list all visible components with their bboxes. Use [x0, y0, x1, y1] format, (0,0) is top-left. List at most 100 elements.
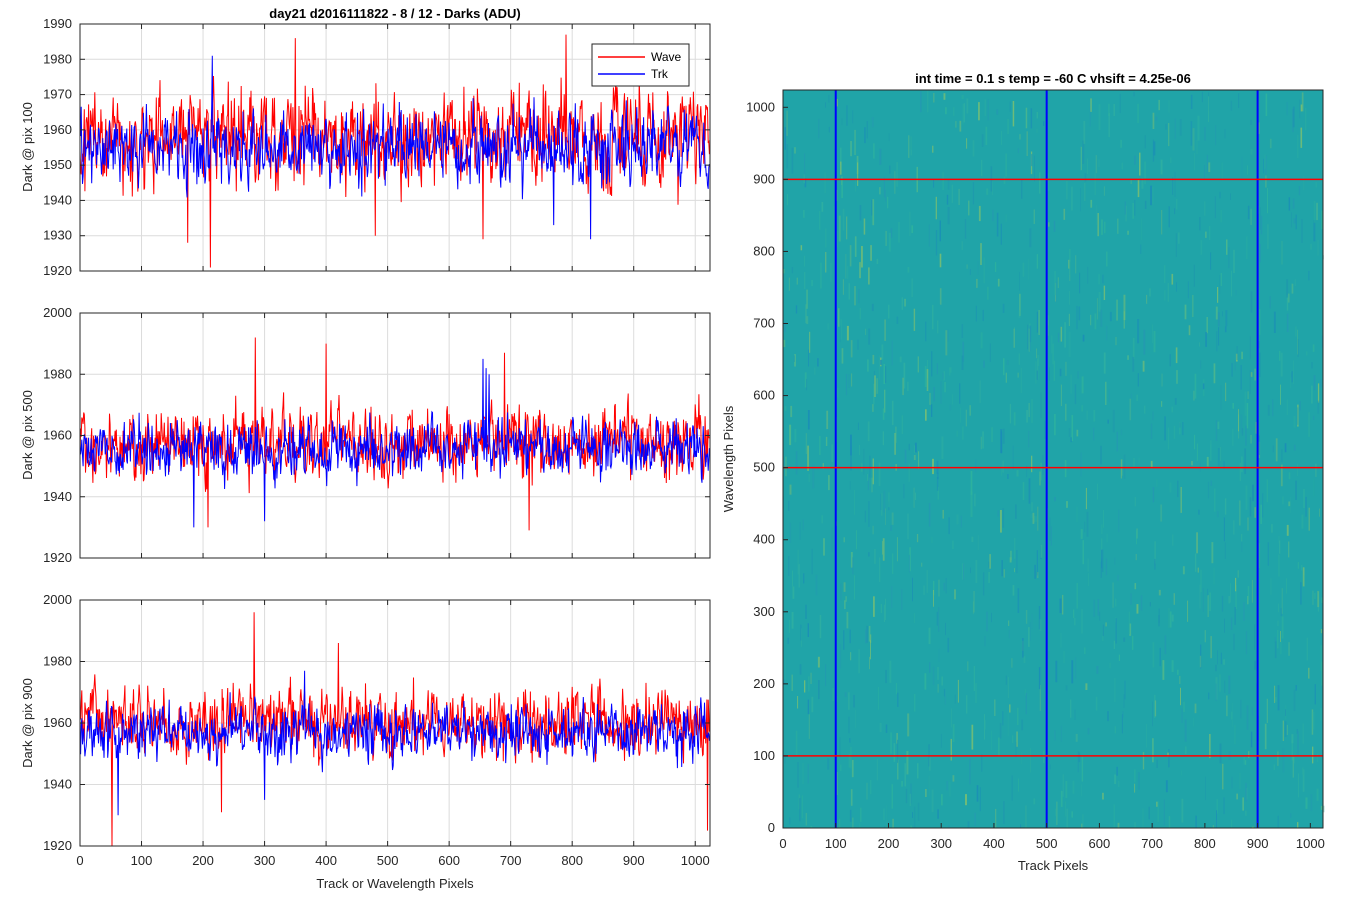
heatmap-pixel [969, 758, 971, 785]
heatmap-pixel [786, 110, 788, 136]
heatmap-pixel [1317, 400, 1320, 414]
heatmap-pixel [847, 266, 849, 279]
heatmap-pixel [1272, 399, 1274, 417]
heatmap-pixel [1107, 711, 1109, 722]
heatmap-pixel [908, 135, 910, 158]
heatmap-pixel [1204, 201, 1206, 216]
heatmap-pixel [1216, 511, 1219, 518]
heatmap-pixel [799, 798, 801, 822]
heatmap-pixel [1171, 660, 1174, 673]
heatmap-pixel [1234, 725, 1236, 745]
heatmap-pixel [1249, 335, 1251, 360]
heatmap-pixel [881, 493, 883, 516]
heatmap-pixel [1044, 825, 1046, 828]
heatmap-pixel [967, 821, 970, 828]
heatmap-pixel [1272, 445, 1274, 453]
heatmap-pixel [785, 456, 787, 477]
heatmap-pixel [1090, 314, 1092, 326]
heatmap-pixel [1246, 165, 1248, 175]
heatmap-pixel [885, 230, 887, 246]
y-ticks: 0 100 200 300 400 500 600 700 800 900 1000 [746, 99, 788, 835]
heatmap-pixel [1108, 103, 1110, 116]
heatmap-pixel [1012, 445, 1014, 470]
heatmap-pixel [1299, 99, 1301, 119]
heatmap-pixel [783, 269, 785, 274]
heatmap-pixel [1031, 613, 1033, 629]
heatmap-pixel [857, 162, 859, 186]
heatmap-pixel [1152, 186, 1154, 205]
heatmap-pixel [1064, 801, 1066, 817]
heatmap-pixel [1182, 422, 1184, 436]
heatmap-pixel [867, 421, 870, 442]
heatmap-pixel [1127, 230, 1129, 235]
heatmap-pixel [1026, 465, 1028, 478]
heatmap-pixel [1293, 754, 1295, 764]
heatmap-pixel [1278, 554, 1280, 577]
heatmap-pixel [1002, 508, 1005, 528]
heatmap-pixel [1053, 413, 1056, 436]
heatmap-pixel [1081, 405, 1083, 412]
heatmap-pixel [891, 340, 894, 366]
heatmap-pixel [853, 694, 855, 708]
heatmap-pixel [1294, 279, 1297, 287]
heatmap-pixel [1084, 173, 1087, 182]
heatmap-pixel [1316, 788, 1319, 801]
heatmap-pixel [873, 596, 875, 617]
heatmap-pixel [937, 486, 939, 500]
heatmap-pixel [1308, 667, 1310, 679]
heatmap-pixel [913, 455, 916, 460]
heatmap-pixel [1123, 454, 1126, 479]
heatmap-pixel [959, 120, 962, 132]
heatmap-pixel [1301, 92, 1304, 112]
heatmap-pixel [1230, 617, 1233, 630]
heatmap-pixel [872, 199, 875, 226]
heatmap-pixel [783, 679, 785, 684]
heatmap-pixel [1235, 289, 1237, 296]
heatmap-pixel [972, 140, 975, 157]
heatmap-pixel [832, 687, 834, 701]
heatmap-pixel [1060, 326, 1063, 342]
heatmap-pixel [1172, 177, 1174, 195]
heatmap-pixel [925, 789, 927, 797]
heatmap-pixel [864, 510, 866, 523]
heatmap-pixel [1001, 131, 1002, 145]
heatmap-pixel [1026, 410, 1028, 423]
heatmap-pixel [1021, 179, 1023, 199]
heatmap-pixel [784, 321, 786, 333]
heatmap-pixel [994, 699, 996, 716]
y-tick-label: 1920 [43, 550, 72, 565]
heatmap-pixel [964, 219, 967, 239]
heatmap-pixel [1267, 404, 1270, 416]
heatmap-pixel [1280, 464, 1283, 487]
x-tick-label: 800 [1194, 836, 1216, 851]
heatmap-pixel [1059, 598, 1062, 613]
heatmap-pixel [881, 344, 884, 360]
x-tick-label: 900 [623, 853, 645, 868]
heatmap-pixel [1181, 708, 1183, 723]
heatmap-pixel [997, 510, 999, 517]
heatmap-pixel [1007, 677, 1009, 699]
heatmap-pixel [891, 784, 893, 809]
heatmap-pixel [928, 503, 931, 527]
heatmap-pixel [1034, 516, 1036, 523]
heatmap-pixel [858, 289, 860, 304]
heatmap-pixel [1286, 399, 1289, 415]
heatmap-pixel [1280, 352, 1283, 377]
heatmap-pixel [1297, 134, 1299, 159]
heatmap-pixel [1215, 664, 1217, 672]
heatmap-pixel [1016, 470, 1019, 477]
heatmap-pixel [848, 753, 851, 768]
heatmap-pixel [812, 464, 815, 489]
heatmap-pixel [849, 629, 851, 644]
heatmap-pixel [931, 536, 933, 543]
heatmap-pixel [1102, 274, 1104, 284]
heatmap-pixel [1278, 535, 1280, 544]
heatmap-pixel [1300, 582, 1302, 605]
heatmap-pixel [800, 624, 802, 641]
heatmap-pixel [1059, 368, 1062, 377]
heatmap-pixel [908, 463, 911, 482]
heatmap-pixel [1205, 231, 1207, 238]
y-tick-label: 900 [753, 171, 775, 186]
heatmap-pixel [903, 483, 905, 499]
heatmap-pixel [901, 780, 903, 787]
